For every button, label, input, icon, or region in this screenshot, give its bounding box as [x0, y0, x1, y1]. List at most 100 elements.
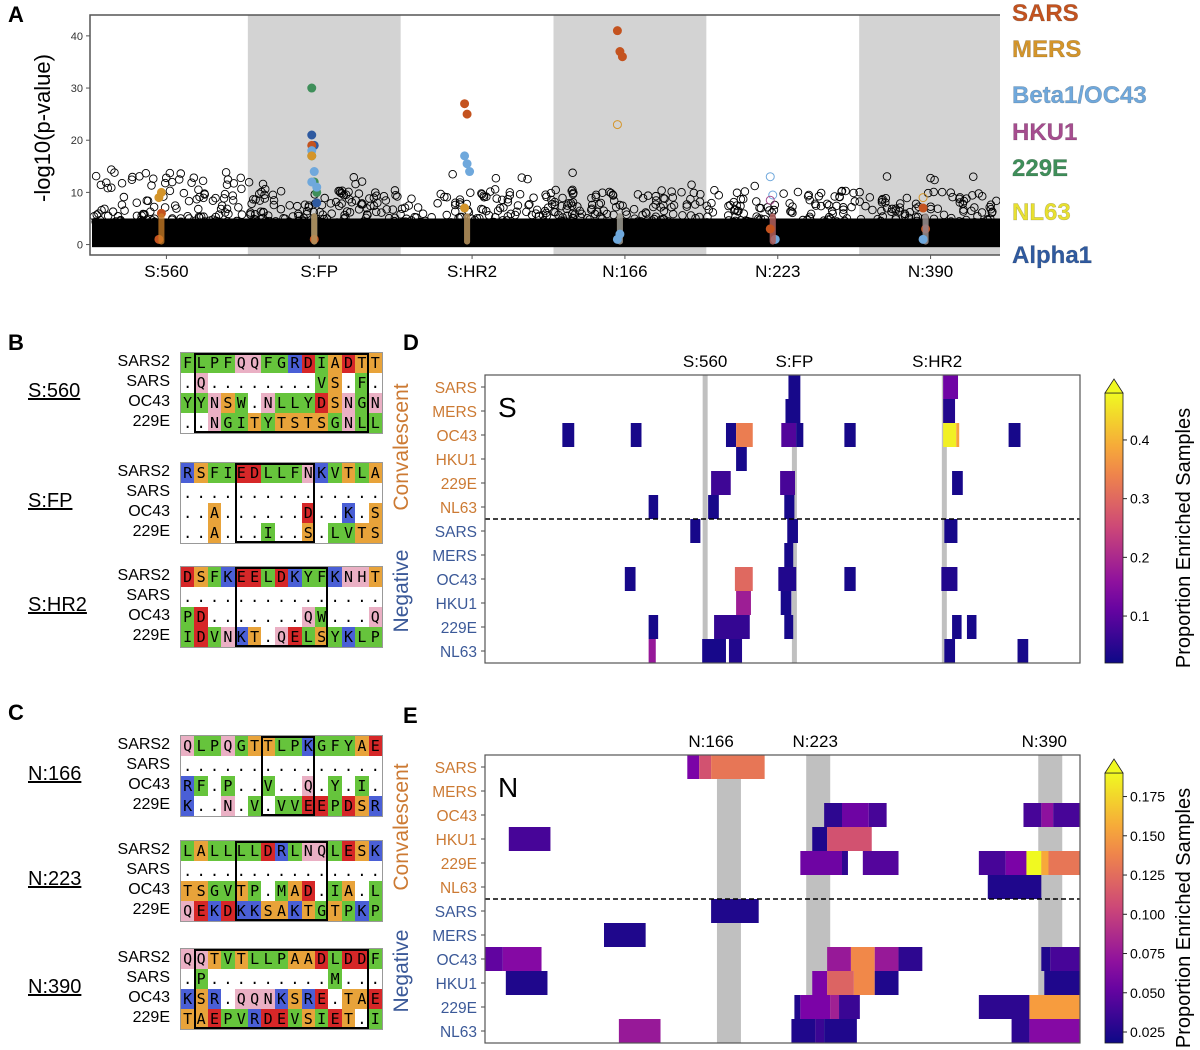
residue-cell: .	[290, 504, 300, 522]
background-point	[174, 175, 184, 184]
background-point	[288, 212, 298, 221]
row-label: MERS	[432, 404, 477, 421]
background-point	[596, 198, 606, 208]
background-point	[547, 195, 556, 205]
residue-cell: G	[221, 413, 235, 433]
epitope-box	[194, 949, 369, 1029]
residue-cell: P	[221, 776, 235, 796]
background-point	[894, 220, 904, 229]
residue-cell: S	[194, 989, 208, 1009]
background-point	[895, 203, 905, 212]
residue-cell: R	[248, 1009, 262, 1029]
background-point	[98, 219, 107, 228]
residue-cell: .	[236, 777, 246, 795]
residue-cell: .	[343, 608, 353, 626]
residue-cell: E	[301, 796, 315, 816]
residue-cell: .	[357, 882, 367, 900]
group-label-negative: Negative	[390, 550, 413, 633]
background-point	[788, 202, 797, 211]
residue-cell: A	[194, 841, 208, 861]
colorbar-label: Proportion Enriched Samples	[1173, 408, 1195, 668]
background-point	[667, 220, 677, 230]
background-point	[320, 193, 329, 203]
heatmap-cell	[1050, 947, 1080, 971]
background-point	[390, 216, 399, 226]
background-point	[558, 193, 567, 203]
residue-cell: A	[194, 1009, 208, 1029]
background-point	[969, 172, 978, 181]
residue-cell: S	[194, 881, 208, 901]
residue-cell: A	[274, 901, 289, 921]
residue-cell: K	[341, 503, 356, 523]
residue-cell: G	[355, 393, 369, 413]
background-point	[605, 187, 614, 197]
heatmap-nucleocapsid: Convalescent Negative SARS MERS OC43 HKU1 229E…	[390, 732, 1195, 1048]
residue-cell: Q	[181, 949, 195, 969]
background-point	[947, 219, 957, 228]
background-point	[113, 212, 123, 221]
heatmap-cell	[1005, 851, 1027, 875]
residue-cell: A	[341, 881, 356, 901]
background-point	[570, 210, 580, 219]
background-point	[611, 202, 621, 212]
residue-cell: S	[301, 523, 315, 543]
colorbar-tick-label: 0.025	[1130, 1024, 1165, 1040]
heatmap-spike: Convalescent Negative SARS MERS OC43 HKU1 229E…	[390, 352, 1195, 668]
background-point	[345, 208, 355, 217]
background-point	[223, 175, 233, 184]
row-label: NL63	[440, 500, 477, 517]
background-point	[294, 216, 304, 225]
residue-cell: D	[301, 881, 315, 901]
background-point	[755, 203, 764, 213]
alignment-title: S:560	[28, 380, 81, 402]
background-point	[187, 178, 196, 187]
background-point	[540, 221, 550, 231]
residue-cell: Q	[248, 989, 262, 1009]
legend-item-alpha1: Alpha1	[1012, 242, 1093, 270]
colorbar-label: Proportion Enriched Samples	[1173, 788, 1195, 1048]
residue-cell: .	[276, 757, 286, 775]
background-point	[568, 185, 577, 195]
background-point	[816, 188, 826, 198]
background-point	[248, 195, 258, 204]
highlighted-point	[465, 167, 475, 177]
heatmap-cell	[736, 423, 753, 447]
background-point	[634, 222, 643, 231]
heatmap-cell	[618, 1019, 661, 1043]
residue-cell: .	[276, 374, 286, 392]
background-point	[194, 212, 204, 222]
heatmap-cell	[941, 567, 958, 591]
residue-cell: N	[341, 413, 356, 433]
background-point	[276, 204, 286, 214]
residue-cell: F	[194, 776, 208, 796]
residue-cell: Y	[194, 393, 208, 413]
residue-cell: F	[315, 567, 329, 587]
background-point	[659, 201, 668, 210]
residue-cell: .	[276, 524, 286, 542]
background-point	[341, 190, 351, 200]
residue-cell: .	[343, 757, 353, 775]
background-point	[779, 189, 788, 198]
background-point	[682, 200, 692, 209]
background-point	[529, 193, 538, 202]
residue-cell: V	[261, 776, 275, 796]
residue-cell: .	[196, 588, 206, 606]
residue-cell: I	[368, 1009, 382, 1029]
row-label: NL63	[440, 644, 477, 661]
background-point	[732, 188, 742, 198]
residue-cell: .	[370, 777, 380, 795]
residue-cell: N	[301, 463, 315, 483]
residue-cell: A	[288, 949, 302, 969]
background-point	[258, 219, 267, 229]
residue-cell: D	[341, 949, 356, 969]
residue-cell: E	[234, 567, 248, 587]
residue-cell: Y	[301, 393, 315, 413]
background-point	[946, 188, 956, 197]
residue-cell: E	[315, 989, 329, 1009]
residue-cell: S	[288, 989, 302, 1009]
background-point	[587, 200, 597, 210]
background-point	[185, 221, 194, 231]
residue-cell: S	[288, 413, 302, 433]
background-point	[477, 189, 486, 198]
background-point	[839, 203, 848, 212]
